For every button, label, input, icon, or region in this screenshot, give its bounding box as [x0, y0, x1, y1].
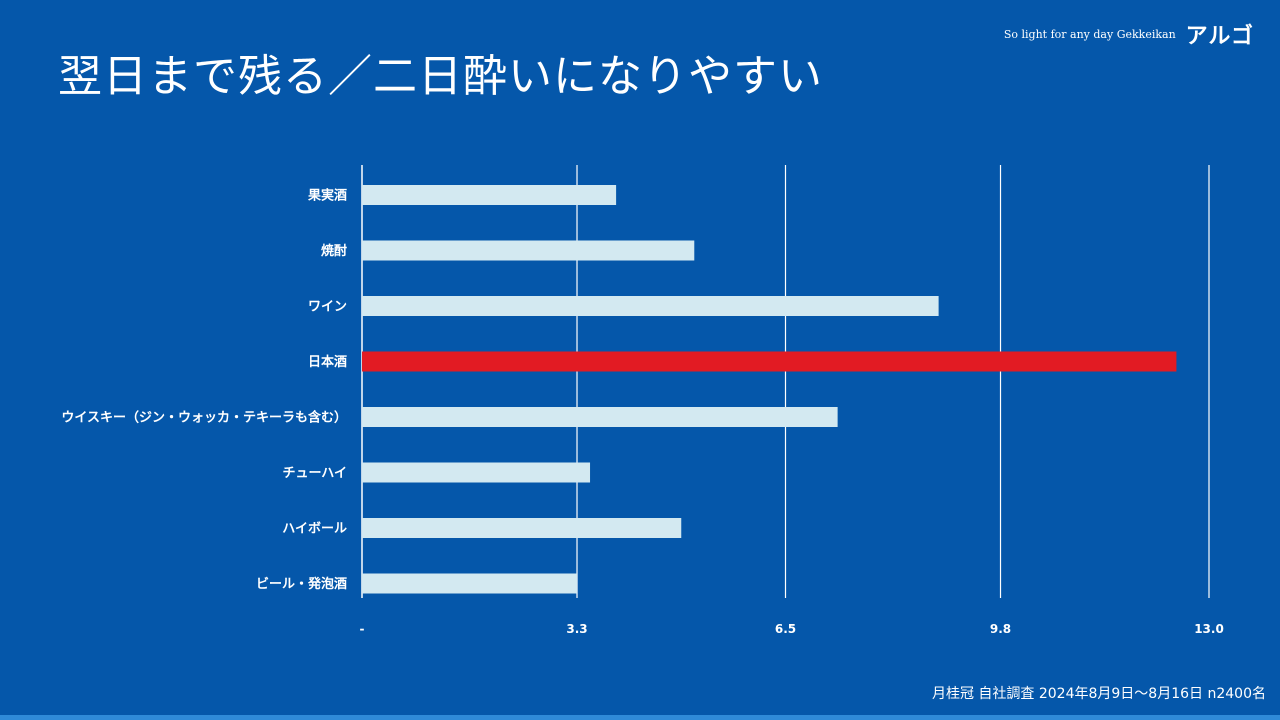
category-label: ワイン: [308, 300, 347, 315]
category-label: チューハイ: [283, 466, 347, 481]
bar: [362, 240, 695, 261]
bar: [362, 407, 838, 427]
category-label: 焼酎: [321, 243, 347, 259]
category-label: ウイスキー（ジン・ウォッカ・テキーラも含む）: [61, 410, 347, 426]
bar: [362, 573, 578, 594]
bar: [362, 185, 617, 205]
x-tick-label: 9.8: [990, 622, 1011, 636]
bar: [362, 296, 939, 316]
category-label: 果実酒: [307, 188, 347, 204]
brand-tagline: So light for any day Gekkeikan: [1003, 27, 1176, 41]
category-label: ハイボール: [282, 521, 347, 537]
brand-logo: So light for any day Gekkeikan アルゴ: [1004, 18, 1254, 50]
x-tick-label: -: [360, 622, 365, 636]
page-title: 翌日まで残る／二日酔いになりやすい: [58, 51, 823, 102]
x-tick-label: 6.5: [775, 622, 796, 636]
x-tick-label: 3.3: [566, 622, 587, 636]
x-tick-label: 13.0: [1194, 622, 1224, 636]
bar-highlight: [362, 351, 1177, 372]
bar: [362, 518, 682, 538]
bar: [362, 462, 591, 483]
brand-name: アルゴ: [1185, 24, 1254, 49]
category-label: 日本酒: [308, 354, 347, 370]
category-label: ビール・発泡酒: [256, 576, 347, 592]
bottom-stripe: [0, 715, 1280, 720]
source-footnote: 月桂冠 自社調査 2024年8月9日〜8月16日 n2400名: [931, 686, 1266, 702]
